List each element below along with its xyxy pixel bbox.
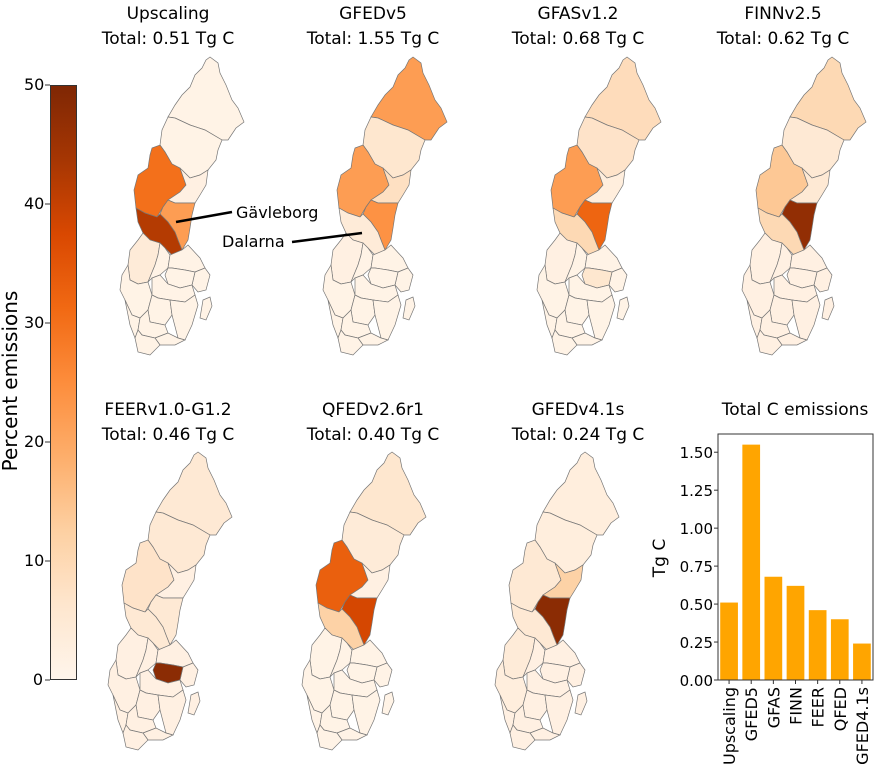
- annotation-line-dalarna: [291, 231, 363, 244]
- region-vasternorrland: [349, 562, 391, 599]
- y-tick-label: 1.25: [680, 482, 713, 500]
- map-title-finn: FINNv2.5 Total: 0.62 Tg C: [683, 2, 877, 52]
- region-vasternorrland: [167, 167, 209, 204]
- region-skane: [122, 724, 149, 751]
- x-tick-label: QFED: [831, 687, 850, 731]
- colorbar-tick-label: 20: [24, 432, 45, 451]
- total: Total: 0.62 Tg C: [716, 29, 850, 49]
- region-kalmar: [157, 689, 187, 736]
- y-tick-label: 1.00: [680, 520, 713, 538]
- map-gfedv5: [322, 56, 448, 356]
- bar-qfed: [830, 619, 849, 680]
- region-kalmar: [372, 294, 402, 341]
- region-kalmar: [791, 294, 821, 341]
- region-vasternorrland: [542, 562, 584, 599]
- region-kalmar: [169, 294, 199, 341]
- bar-gfed4.1s: [853, 643, 871, 680]
- region-skane: [509, 724, 536, 751]
- region-kalmar: [586, 294, 616, 341]
- colorbar: [50, 85, 77, 680]
- region-gotland: [821, 296, 835, 321]
- bar-upscaling: [720, 602, 738, 680]
- x-tick-label: GFED5: [742, 687, 761, 741]
- region-jonkoping: [522, 689, 548, 721]
- x-tick-label: FEER: [809, 687, 828, 728]
- region-skane: [337, 329, 364, 356]
- colorbar-tick-label: 40: [24, 194, 45, 213]
- region-gotland: [381, 691, 395, 716]
- annotation-line-gavleborg: [175, 210, 233, 224]
- colorbar-tick-label: 30: [24, 313, 45, 332]
- region-kalmar: [351, 689, 381, 736]
- region-jonkoping: [135, 689, 161, 721]
- region-vasternorrland: [789, 167, 831, 204]
- total: Total: 0.68 Tg C: [511, 29, 645, 49]
- total: Total: 0.24 Tg C: [511, 425, 645, 445]
- region-jonkoping: [329, 689, 355, 721]
- map-finnv2-5: [741, 56, 867, 356]
- bar-chart-title: Total C emissions: [721, 400, 869, 420]
- region-kalmar: [544, 689, 574, 736]
- total: Total: 0.46 Tg C: [101, 425, 235, 445]
- region-gotland: [199, 296, 213, 321]
- x-tick-label: GFED4.1s: [853, 687, 872, 765]
- region-jonkoping: [147, 294, 173, 326]
- y-tick-label: 0.00: [680, 672, 713, 690]
- bar-gfas: [764, 576, 783, 680]
- total: Total: 0.40 Tg C: [306, 425, 440, 445]
- map-title-feer: FEERv1.0-G1.2 Total: 0.46 Tg C: [68, 398, 268, 448]
- map-title-gfed41s: GFEDv4.1s Total: 0.24 Tg C: [478, 398, 678, 448]
- region-vasternorrland: [370, 167, 412, 204]
- annotation-dalarna: Dalarna: [222, 232, 285, 251]
- bar-feer: [808, 610, 827, 680]
- region-gotland: [616, 296, 630, 321]
- region-skane: [316, 724, 343, 751]
- map-title-gfas: GFASv1.2 Total: 0.68 Tg C: [478, 2, 678, 52]
- region-jonkoping: [564, 294, 590, 326]
- y-tick-label: 0.75: [680, 558, 713, 576]
- total: Total: 0.51 Tg C: [101, 29, 235, 49]
- colorbar-tick-label: 10: [24, 551, 45, 570]
- bar-gfed5: [742, 444, 761, 680]
- region-vasternorrland: [155, 562, 197, 599]
- colorbar-tick-label: 0: [32, 670, 43, 689]
- region-gotland: [574, 691, 588, 716]
- colorbar-tick-label: 50: [24, 75, 45, 94]
- region-gotland: [187, 691, 201, 716]
- map-title-upscaling: Upscaling Total: 0.51 Tg C: [68, 2, 268, 52]
- title: FINNv2.5: [744, 4, 822, 24]
- map-title-qfed: QFEDv2.6r1 Total: 0.40 Tg C: [273, 398, 473, 448]
- title: GFEDv5: [339, 4, 407, 24]
- title: Upscaling: [126, 4, 210, 24]
- x-tick-label: FINN: [787, 687, 806, 725]
- map-title-gfedv5: GFEDv5 Total: 1.55 Tg C: [273, 2, 473, 52]
- region-gotland: [402, 296, 416, 321]
- title: QFEDv2.6r1: [322, 400, 424, 420]
- region-jonkoping: [769, 294, 795, 326]
- y-tick-label: 1.50: [680, 444, 713, 462]
- map-upscaling: [119, 56, 245, 356]
- title: FEERv1.0-G1.2: [104, 400, 232, 420]
- map-gfasv1-2: [536, 56, 662, 356]
- annotation-gavleborg: Gävleborg: [236, 203, 319, 222]
- region-jonkoping: [350, 294, 376, 326]
- x-tick-label: Upscaling: [720, 687, 739, 765]
- region-vasternorrland: [584, 167, 626, 204]
- bar-axes-frame: [717, 433, 874, 681]
- map-qfedv2-6r1: [301, 451, 427, 751]
- total: Total: 1.55 Tg C: [306, 29, 440, 49]
- region-skane: [134, 329, 161, 356]
- map-feerv1-0-g1-2: [107, 451, 233, 751]
- map-gfedv4-1s: [494, 451, 620, 751]
- region-skane: [756, 329, 783, 356]
- x-tick-label: GFAS: [764, 687, 783, 728]
- y-tick-label: 0.50: [680, 596, 713, 614]
- title: GFASv1.2: [537, 4, 619, 24]
- region-skane: [551, 329, 578, 356]
- bar-finn: [786, 585, 805, 680]
- title: GFEDv4.1s: [531, 400, 625, 420]
- y-tick-label: 0.25: [680, 634, 713, 652]
